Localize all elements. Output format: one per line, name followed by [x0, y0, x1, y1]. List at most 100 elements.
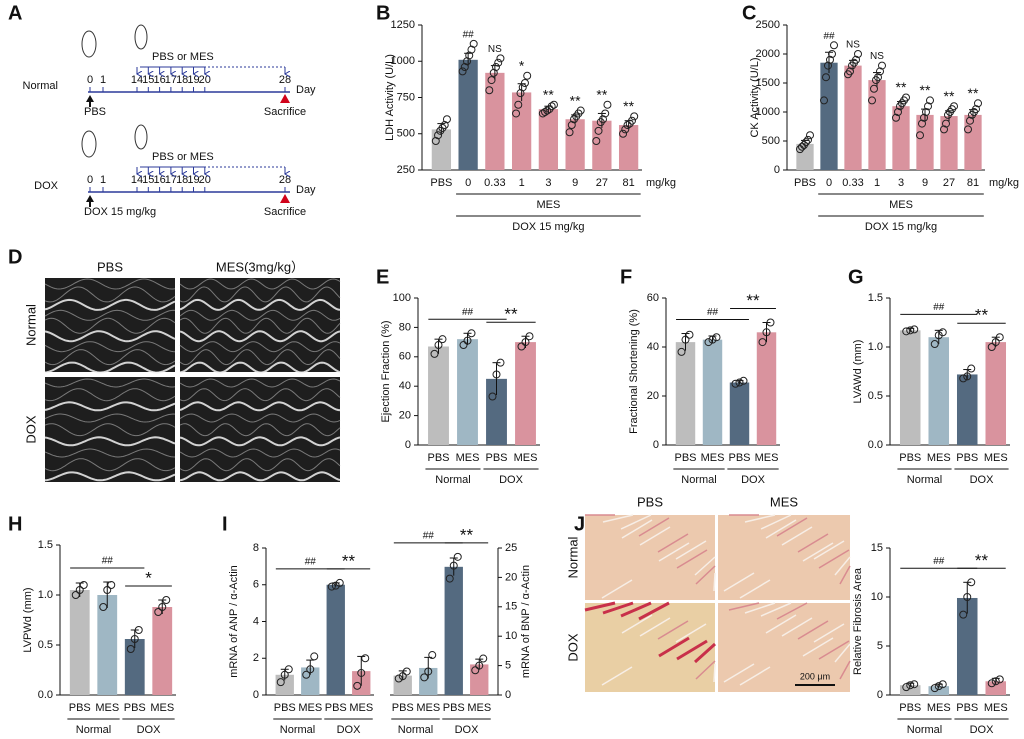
column-label: PBS [97, 259, 123, 274]
group-label: Normal [435, 474, 470, 486]
significance-label: ** [623, 98, 634, 114]
data-point [681, 335, 690, 344]
bar [486, 378, 507, 445]
significance-label: ** [543, 86, 554, 102]
data-point [826, 55, 834, 64]
y-tick-label: 100 [393, 292, 411, 304]
y-tick-label: 15 [505, 601, 517, 613]
tissue-fiber [797, 533, 829, 553]
data-point [802, 138, 810, 147]
data-point [485, 86, 494, 95]
data-point [987, 679, 996, 688]
data-point [704, 338, 713, 347]
data-point [731, 379, 740, 388]
day-label: 0 [87, 174, 93, 186]
data-point [963, 593, 972, 601]
echo-wave [179, 349, 341, 366]
x-tick-label: PBS [325, 702, 347, 714]
echo-wave [179, 330, 341, 343]
data-point [963, 372, 972, 381]
data-point [592, 137, 601, 145]
data-point [130, 635, 139, 643]
data-point [934, 682, 943, 691]
data-point [712, 333, 721, 342]
significance-label: ** [746, 291, 760, 310]
tissue-fiber [693, 642, 717, 664]
panel-label: B [376, 2, 390, 24]
echo-wave [44, 341, 176, 353]
bar [511, 92, 532, 170]
x-tick-label: MES [150, 702, 174, 714]
y-tick-label: 500 [397, 128, 415, 140]
data-point [496, 54, 505, 63]
data-point [547, 102, 556, 111]
echo-wave [179, 361, 341, 374]
data-point [902, 327, 911, 336]
x-tick-label: PBS [794, 177, 816, 189]
y-tick-label: 0 [653, 439, 659, 451]
tissue-fiber [839, 660, 851, 680]
data-point [565, 128, 574, 137]
data-point [852, 55, 860, 64]
group-label: Normal [76, 724, 111, 736]
bar [899, 685, 921, 695]
data-point [107, 581, 116, 589]
significance-label: ## [463, 29, 475, 40]
y-tick-label: 0 [405, 439, 411, 451]
data-point [892, 113, 900, 122]
echo-wave [44, 309, 176, 321]
injection-arrow [86, 95, 94, 107]
x-tick-label: MES [984, 452, 1008, 464]
group-label: DOX [741, 474, 766, 486]
echo-wave [179, 298, 341, 311]
data-point [798, 142, 806, 151]
tissue-fiber [813, 623, 845, 643]
echo-wave [44, 286, 176, 303]
x-tick-label: MES [349, 702, 373, 714]
data-point [950, 102, 958, 111]
data-point [964, 125, 972, 134]
panel-label: A [8, 2, 22, 24]
y-axis-label: Ejection Fraction (%) [380, 320, 392, 422]
x-tick-label: 0.33 [842, 177, 863, 189]
data-point [758, 338, 767, 347]
data-point [154, 608, 163, 616]
y-axis-label: Relative Fibrosis Area [852, 567, 864, 675]
x-tick-label: 81 [623, 177, 635, 189]
tissue-fiber [739, 579, 771, 599]
x-tick-label: PBS [427, 452, 449, 464]
data-point [280, 670, 289, 679]
data-point [623, 121, 632, 130]
x-tick-label: PBS [899, 452, 921, 464]
data-point [428, 651, 437, 660]
significance-label: ** [968, 85, 979, 101]
y-tick-label: 500 [762, 135, 780, 147]
y-tick-label: 0 [505, 689, 511, 701]
data-point [762, 328, 771, 337]
data-point [603, 100, 612, 109]
bar [956, 374, 978, 445]
data-point [442, 115, 451, 124]
echo-wave [179, 471, 341, 482]
tissue-fiber [818, 549, 850, 569]
significance-label: ** [975, 551, 989, 570]
column-label: MES [770, 494, 799, 509]
bar [419, 667, 438, 695]
data-point [804, 135, 812, 144]
y-axis-label: CK Activity (U/L) [749, 57, 761, 137]
treatment-label: PBS or MES [152, 51, 214, 63]
group-label: Normal [681, 474, 716, 486]
y-tick-label: 1.5 [38, 539, 53, 551]
y-tick-label: 1250 [391, 19, 415, 31]
data-point [868, 96, 876, 105]
tissue-fiber [602, 514, 634, 523]
data-point [739, 376, 748, 385]
day-unit: Day [296, 84, 316, 96]
day-label: 1 [100, 174, 106, 186]
data-point [959, 374, 968, 383]
echo-wave [44, 423, 176, 437]
data-point [991, 338, 1000, 347]
significance-label: ## [305, 557, 317, 568]
data-point [846, 67, 854, 76]
data-point [521, 338, 530, 347]
